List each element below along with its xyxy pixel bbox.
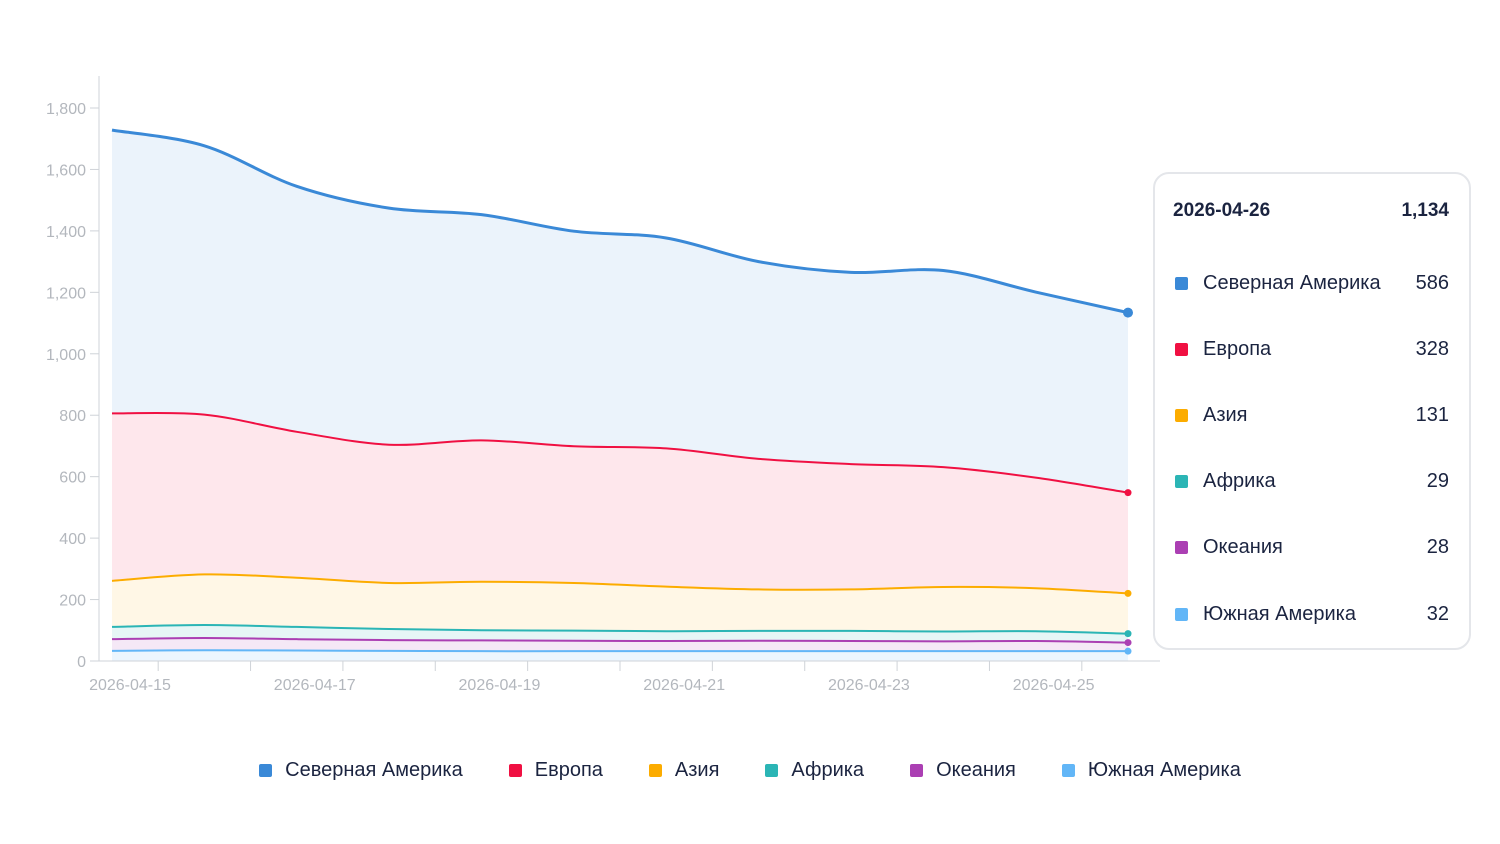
tooltip-row: Азия 131: [1173, 404, 1449, 430]
tooltip-row: Европа 328: [1173, 338, 1449, 364]
legend-item-south-america[interactable]: Южная Америка: [1061, 756, 1241, 784]
tooltip-row: Южная Америка 32: [1173, 603, 1449, 629]
x-tick-label: 2026-04-21: [643, 677, 725, 694]
tooltip-header: 2026-04-26 1,134: [1173, 200, 1449, 224]
legend-swatch: [508, 763, 522, 777]
legend-swatch: [765, 763, 779, 777]
tooltip-swatch: [1175, 343, 1188, 356]
area-5: [112, 130, 1128, 493]
tooltip-row-value: 328: [1415, 338, 1449, 360]
line-2: [111, 624, 1129, 635]
legend-label: Океания: [936, 758, 1016, 781]
point-0: [1124, 647, 1132, 655]
point-1: [1124, 639, 1132, 647]
x-tick-label: 2026-04-23: [828, 677, 910, 694]
x-tick-label: 2026-04-15: [89, 677, 171, 694]
tooltip-row-value: 131: [1415, 404, 1449, 426]
series-areas: [112, 130, 1128, 661]
tooltip-swatch: [1175, 475, 1188, 488]
line-3: [111, 573, 1129, 595]
tooltip-swatch: [1175, 277, 1188, 290]
tooltip-swatch: [1175, 608, 1188, 621]
tooltip-row-label: Африка: [1203, 470, 1276, 492]
legend-item-europe[interactable]: Европа: [508, 756, 603, 784]
y-tick-label: 1,000: [46, 347, 86, 364]
point-4: [1124, 489, 1132, 497]
x-tick-label: 2026-04-17: [274, 677, 356, 694]
point-5: [1123, 307, 1133, 318]
x-tick-label: 2026-04-19: [459, 677, 541, 694]
line-1: [111, 636, 1129, 644]
point-2: [1124, 630, 1132, 638]
tooltip-swatch: [1175, 409, 1188, 422]
legend-label: Северная Америка: [285, 758, 463, 781]
legend-item-asia[interactable]: Азия: [648, 756, 720, 784]
legend-label: Африка: [791, 758, 865, 781]
legend-swatch: [259, 763, 273, 777]
tooltip-row-label: Южная Америка: [1203, 603, 1356, 625]
hover-tooltip: 2026-04-26 1,134 Северная Америка 586 Ев…: [1153, 172, 1471, 650]
tooltip-row-label: Северная Америка: [1203, 272, 1381, 294]
area-0: [112, 650, 1128, 661]
line-5: [111, 128, 1129, 315]
tooltip-row-value: 28: [1426, 536, 1449, 558]
legend-item-oceania[interactable]: Океания: [910, 756, 1016, 784]
legend-item-africa[interactable]: Африка: [765, 756, 864, 784]
tooltip-row: Океания 28: [1173, 536, 1449, 562]
y-tick-label: 600: [59, 470, 86, 487]
line-0: [111, 649, 1128, 653]
tooltip-date: 2026-04-26: [1173, 200, 1271, 221]
y-tick-label: 1,600: [46, 162, 86, 179]
tooltip-swatch: [1175, 541, 1188, 554]
line-4: [111, 411, 1129, 494]
y-tick-label: 1,800: [46, 101, 86, 118]
legend-swatch: [910, 763, 924, 777]
y-tick-label: 0: [77, 654, 86, 671]
tooltip-total: 1,134: [1401, 200, 1449, 221]
tooltip-row: Северная Америка 586: [1173, 272, 1449, 298]
tooltip-row-value: 29: [1426, 470, 1449, 492]
legend-swatch: [1061, 763, 1075, 777]
axes: 0 200 400 600 800 1,000 1,200 1,400 1,600 1,800 20…: [46, 76, 1160, 694]
tooltip-row-label: Океания: [1203, 536, 1283, 558]
chart-legend: Северная Америка Европа Азия Африка Океа…: [0, 756, 1500, 784]
tooltip-row-value: 32: [1426, 603, 1449, 625]
y-tick-label: 400: [59, 531, 86, 548]
point-3: [1124, 589, 1132, 597]
tooltip-row-value: 586: [1415, 272, 1449, 294]
legend-label: Южная Америка: [1087, 758, 1241, 781]
tooltip-row-label: Азия: [1203, 404, 1248, 426]
y-tick-label: 800: [59, 408, 86, 425]
series-end-points: [1123, 307, 1133, 655]
x-tick-label: 2026-04-25: [1013, 677, 1095, 694]
y-tick-label: 1,400: [46, 224, 86, 241]
series-lines: [111, 128, 1129, 653]
legend-label: Азия: [674, 758, 720, 781]
y-tick-label: 1,200: [46, 285, 86, 302]
legend-swatch: [648, 763, 662, 777]
tooltip-row-label: Европа: [1203, 338, 1272, 360]
tooltip-row: Африка 29: [1173, 470, 1449, 496]
y-tick-label: 200: [59, 593, 86, 610]
legend-item-north-america[interactable]: Северная Америка: [259, 756, 463, 784]
legend-label: Европа: [534, 758, 603, 781]
area-4: [112, 412, 1128, 594]
